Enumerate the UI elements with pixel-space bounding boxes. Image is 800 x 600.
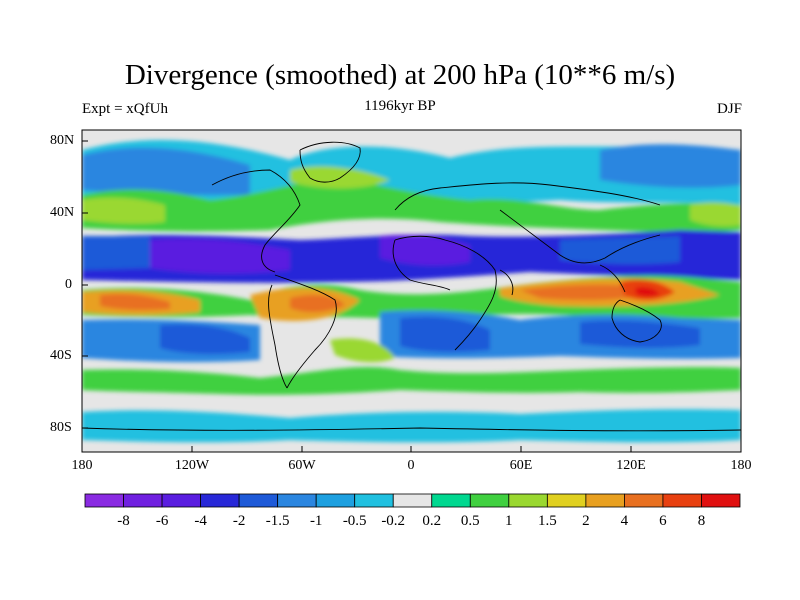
experiment-label: Expt = xQfUh bbox=[82, 101, 168, 117]
colorbar-label: -0.2 bbox=[381, 513, 406, 529]
colorbar-swatch bbox=[277, 493, 317, 508]
colorbar-label: 2 bbox=[582, 513, 590, 529]
colorbar-swatch bbox=[315, 493, 356, 508]
lat-label-40s: 40S bbox=[50, 348, 72, 363]
season-label: DJF bbox=[716, 101, 742, 117]
colorbar-swatch bbox=[469, 493, 510, 508]
plot-title: Divergence (smoothed) at 200 hPa (10**6 … bbox=[124, 59, 676, 91]
axis-ticks bbox=[81, 140, 742, 452]
colorbar-label: -6 bbox=[155, 513, 169, 529]
colorbar-label: 8 bbox=[697, 513, 706, 529]
coastlines bbox=[82, 141, 741, 432]
lon-label-60w: 60W bbox=[288, 458, 316, 473]
time-label: 1196kyr BP bbox=[364, 98, 436, 114]
lat-label-80n: 80N bbox=[50, 133, 75, 148]
colorbar-swatch bbox=[392, 493, 433, 508]
colorbar-swatch bbox=[585, 493, 625, 508]
colorbar-swatch bbox=[161, 493, 201, 508]
colorbar-swatch bbox=[354, 493, 394, 508]
lon-label-0: 0 bbox=[407, 458, 415, 473]
colorbar-label: -0.5 bbox=[342, 513, 367, 529]
colorbar-label: 4 bbox=[620, 513, 629, 529]
lat-label-0: 0 bbox=[65, 277, 72, 292]
colorbar-swatch bbox=[84, 493, 124, 508]
colorbar-label: -8 bbox=[117, 513, 130, 529]
colorbar-label: -1 bbox=[309, 513, 323, 529]
lon-label-120e: 120E bbox=[616, 458, 646, 473]
colorbar-label: 1.5 bbox=[538, 513, 557, 529]
colorbar-label: 0.2 bbox=[422, 513, 442, 529]
colorbar-swatch bbox=[123, 493, 163, 508]
colorbar-label: 0.5 bbox=[460, 513, 480, 529]
colorbar-swatch bbox=[508, 493, 548, 508]
colorbar-label: -1.5 bbox=[265, 513, 290, 529]
lon-label-180w: 180 bbox=[71, 458, 93, 473]
colorbar-swatch bbox=[238, 493, 279, 508]
lon-label-120w: 120W bbox=[174, 458, 210, 473]
colorbar-swatch bbox=[546, 493, 587, 508]
colorbar-swatch bbox=[200, 493, 240, 508]
lat-label-80s: 80S bbox=[50, 420, 72, 435]
lon-label-180e: 180 bbox=[730, 458, 752, 473]
colorbar-label: -2 bbox=[232, 513, 246, 529]
colorbar-swatch bbox=[701, 493, 741, 508]
colorbar-label: 1 bbox=[505, 513, 513, 529]
lat-label-40n: 40N bbox=[50, 205, 75, 220]
divergence-field bbox=[82, 130, 741, 452]
colorbar-label: -4 bbox=[194, 513, 207, 529]
colorbar bbox=[84, 493, 741, 508]
colorbar-swatch bbox=[624, 493, 664, 508]
colorbar-swatch bbox=[662, 493, 702, 508]
colorbar-swatch bbox=[431, 493, 471, 508]
colorbar-label: 6 bbox=[659, 513, 667, 529]
lon-label-60e: 60E bbox=[509, 458, 533, 473]
